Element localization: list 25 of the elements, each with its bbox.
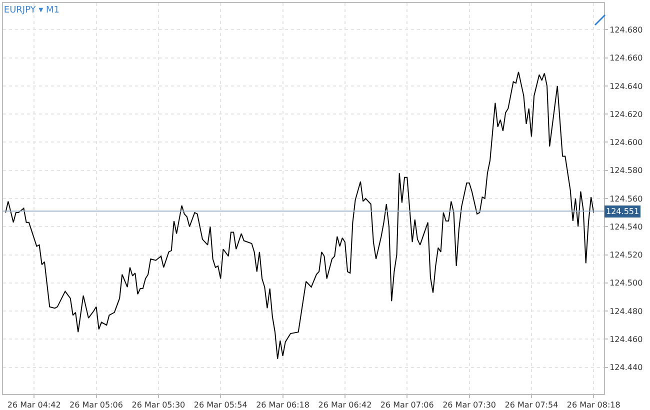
y-tick-label: 124.560 <box>610 194 643 204</box>
y-tick-label: 124.520 <box>610 250 643 260</box>
y-tick-label: 124.460 <box>610 334 643 344</box>
y-tick-label: 124.440 <box>610 363 643 372</box>
y-tick-label: 124.620 <box>610 110 643 119</box>
y-tick-label: 124.640 <box>610 82 643 91</box>
y-tick-label: 124.480 <box>610 306 643 316</box>
y-tick-label: 124.540 <box>610 222 643 232</box>
x-tick-label: 26 Mar 07:06 <box>380 400 434 410</box>
y-tick-label: 124.660 <box>610 54 643 63</box>
y-tick-label: 124.680 <box>610 26 643 35</box>
y-tick-label: 124.580 <box>610 166 643 176</box>
x-tick-label: 26 Mar 04:42 <box>7 400 61 410</box>
x-tick-label: 26 Mar 05:06 <box>70 400 123 410</box>
x-tick-label: 26 Mar 05:54 <box>194 400 248 410</box>
y-tick-label: 124.500 <box>610 278 643 288</box>
x-tick-label: 26 Mar 07:30 <box>442 400 496 410</box>
x-tick-label: 26 Mar 05:30 <box>132 400 186 410</box>
y-tick-label: 124.600 <box>610 138 643 148</box>
x-tick-label: 26 Mar 08:18 <box>566 400 620 410</box>
ref-line-label: 124.551 <box>606 207 640 216</box>
x-tick-label: 26 Mar 07:54 <box>504 400 558 410</box>
x-tick-label: 26 Mar 06:18 <box>256 400 310 410</box>
x-tick-label: 26 Mar 06:42 <box>318 400 372 410</box>
chart-title: EURJPY ▾ M1 <box>4 5 60 16</box>
